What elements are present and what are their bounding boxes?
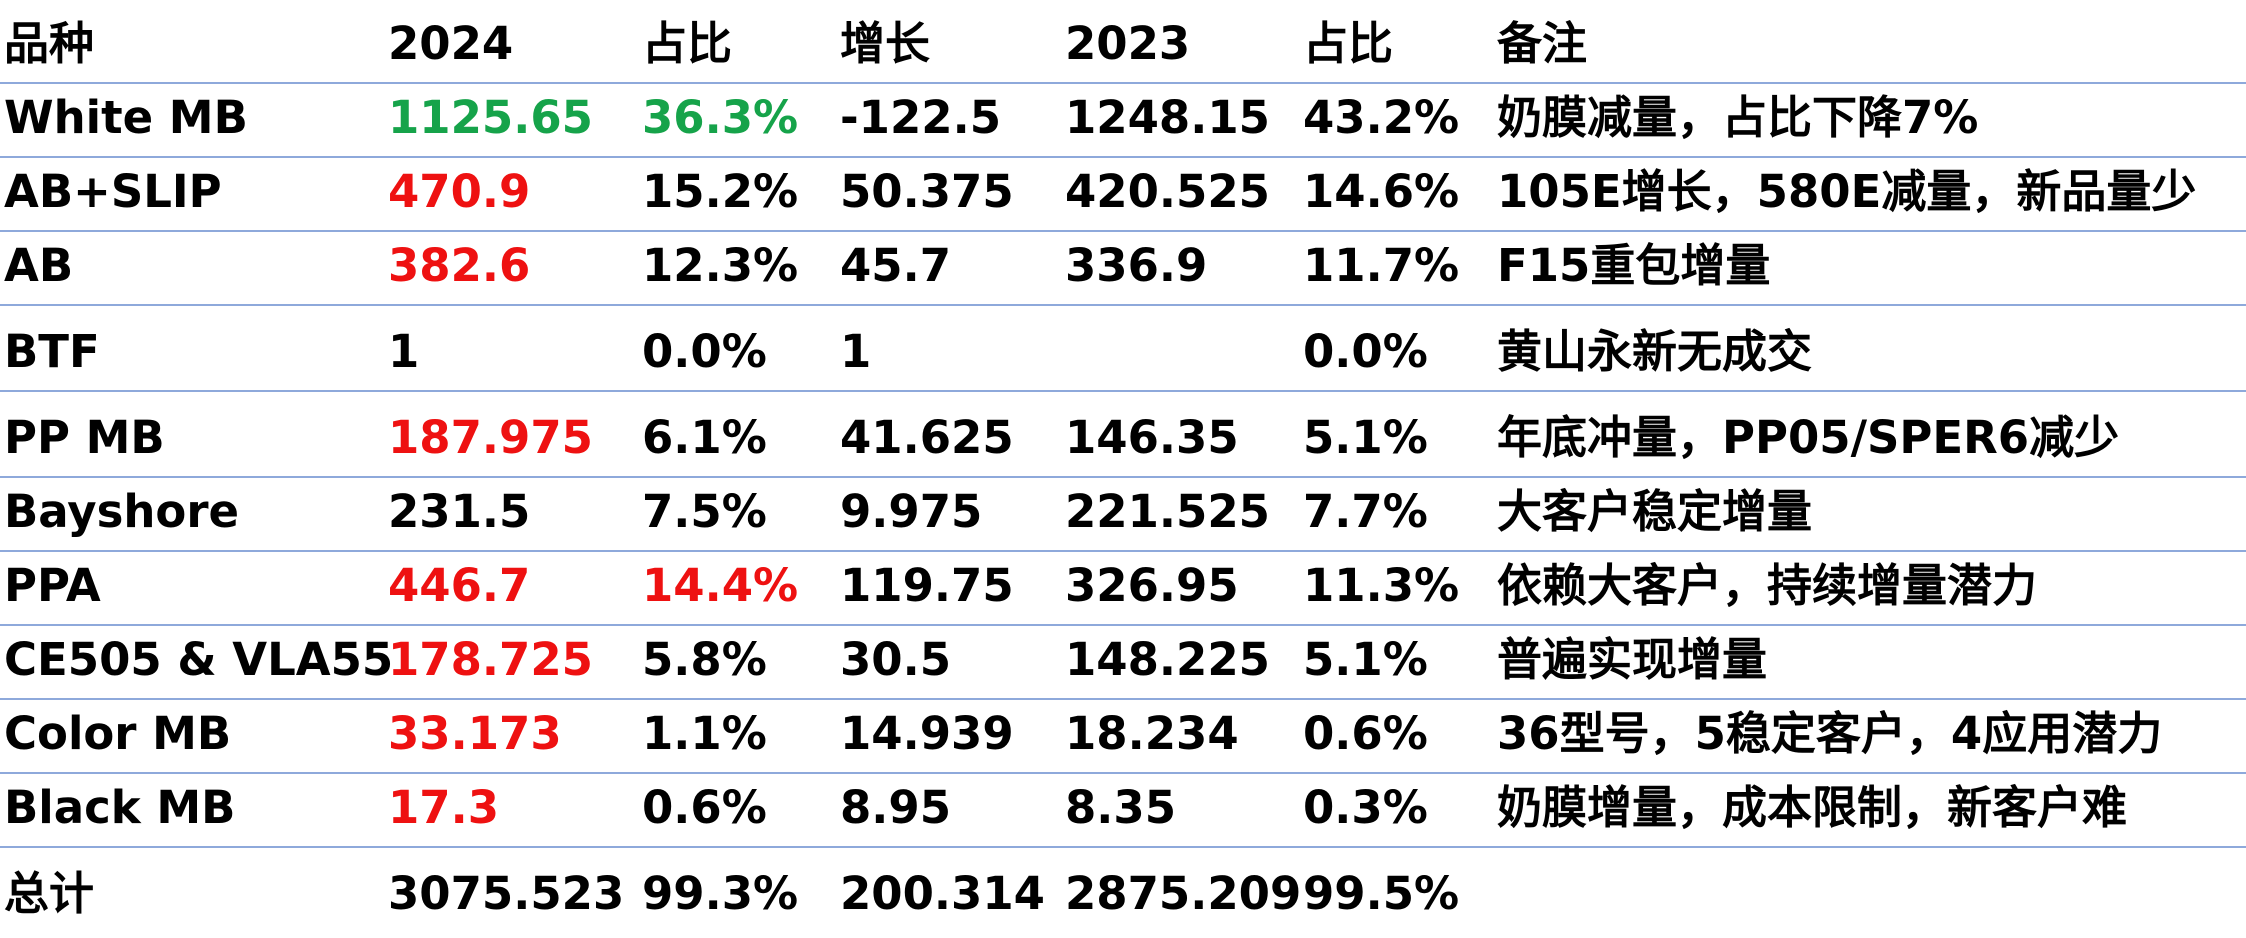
- cell-remarks: 奶膜增量，成本限制，新客户难: [1497, 781, 2128, 834]
- cell-value-2023: 18.234: [1065, 707, 1239, 760]
- cell-value-2024: 187.975: [388, 411, 593, 464]
- cell-share-2023: 0.0%: [1303, 325, 1428, 378]
- cell-remarks: 36型号，5稳定客户，4应用潜力: [1497, 707, 2163, 760]
- cell-remarks: 年底冲量，PP05/SPER6减少: [1497, 411, 2120, 464]
- cell-variety: Bayshore: [4, 485, 240, 538]
- table-row: BTF 1 0.0% 1 0.0% 黄山永新无成交: [0, 306, 2246, 392]
- cell-variety: Black MB: [4, 781, 236, 834]
- cell-share-2023: 14.6%: [1303, 165, 1460, 218]
- cell-value-2024: 33.173: [388, 707, 562, 760]
- cell-value-2023: 2875.209: [1065, 867, 1302, 920]
- table-row: White MB 1125.65 36.3% -122.5 1248.15 43.2% 奶膜…: [0, 84, 2246, 158]
- cell-value-2023: 146.35: [1065, 411, 1239, 464]
- cell-variety: CE505 & VLA55: [4, 633, 394, 686]
- cell-value-2023: 1248.15: [1065, 91, 1270, 144]
- header-remarks: 备注: [1497, 17, 1588, 70]
- cell-share-2023: 0.3%: [1303, 781, 1428, 834]
- cell-remarks: 依赖大客户，持续增量潜力: [1497, 559, 2038, 612]
- cell-remarks: 105E增长，580E减量，新品量少: [1497, 165, 2197, 218]
- cell-variety: PPA: [4, 559, 101, 612]
- cell-value-2023: 336.9: [1065, 239, 1208, 292]
- table-row: CE505 & VLA55 178.725 5.8% 30.5 148.225 5.1% 普…: [0, 626, 2246, 700]
- cell-growth: 30.5: [840, 633, 952, 686]
- cell-value-2024: 1: [388, 325, 420, 378]
- table-row: AB 382.6 12.3% 45.7 336.9 11.7% F15重包增量: [0, 232, 2246, 306]
- cell-variety: 总计: [4, 867, 95, 920]
- table-header-row: 品种 2024 占比 增长 2023 占比 备注: [0, 0, 2246, 84]
- cell-growth: 119.75: [840, 559, 1014, 612]
- cell-share-2023: 0.6%: [1303, 707, 1428, 760]
- cell-share-2024: 12.3%: [642, 239, 799, 292]
- cell-value-2024: 178.725: [388, 633, 593, 686]
- cell-value-2023: 148.225: [1065, 633, 1270, 686]
- cell-share-2024: 7.5%: [642, 485, 767, 538]
- cell-variety: BTF: [4, 325, 100, 378]
- cell-share-2023: 99.5%: [1303, 867, 1460, 920]
- cell-share-2023: 11.3%: [1303, 559, 1460, 612]
- cell-share-2024: 0.6%: [642, 781, 767, 834]
- cell-share-2023: 11.7%: [1303, 239, 1460, 292]
- cell-share-2024: 36.3%: [642, 91, 799, 144]
- table-row: AB+SLIP 470.9 15.2% 50.375 420.525 14.6% 105E增…: [0, 158, 2246, 232]
- cell-remarks: 奶膜减量，占比下降7%: [1497, 91, 1979, 144]
- cell-share-2024: 1.1%: [642, 707, 767, 760]
- header-share-2023: 占比: [1303, 17, 1394, 70]
- cell-value-2023: 326.95: [1065, 559, 1239, 612]
- cell-share-2023: 5.1%: [1303, 633, 1428, 686]
- cell-value-2024: 231.5: [388, 485, 531, 538]
- cell-share-2023: 43.2%: [1303, 91, 1460, 144]
- cell-remarks: 大客户稳定增量: [1497, 485, 1813, 538]
- cell-value-2024: 470.9: [388, 165, 531, 218]
- cell-growth: 45.7: [840, 239, 952, 292]
- header-share-2024: 占比: [642, 17, 733, 70]
- cell-variety: White MB: [4, 91, 248, 144]
- cell-share-2024: 99.3%: [642, 867, 799, 920]
- table-total-row: 总计 3075.523 99.3% 200.314 2875.209 99.5%: [0, 848, 2246, 932]
- header-variety: 品种: [4, 17, 95, 70]
- cell-growth: 41.625: [840, 411, 1014, 464]
- table-row: Bayshore 231.5 7.5% 9.975 221.525 7.7% 大客户稳定增量: [0, 478, 2246, 552]
- cell-growth: 14.939: [840, 707, 1014, 760]
- cell-remarks: F15重包增量: [1497, 239, 1771, 292]
- cell-share-2024: 6.1%: [642, 411, 767, 464]
- cell-value-2023: 221.525: [1065, 485, 1270, 538]
- cell-share-2023: 7.7%: [1303, 485, 1428, 538]
- cell-value-2024: 446.7: [388, 559, 531, 612]
- cell-share-2024: 14.4%: [642, 559, 799, 612]
- cell-variety: Color MB: [4, 707, 232, 760]
- cell-growth: 1: [840, 325, 872, 378]
- table-row: PPA 446.7 14.4% 119.75 326.95 11.3% 依赖大客户，持续增量…: [0, 552, 2246, 626]
- cell-share-2024: 5.8%: [642, 633, 767, 686]
- cell-remarks: 黄山永新无成交: [1497, 325, 1813, 378]
- cell-variety: AB: [4, 239, 74, 292]
- header-growth: 增长: [840, 17, 931, 70]
- cell-value-2023: 420.525: [1065, 165, 1270, 218]
- cell-growth: 8.95: [840, 781, 952, 834]
- cell-growth: 50.375: [840, 165, 1014, 218]
- cell-value-2024: 3075.523: [388, 867, 625, 920]
- header-2024: 2024: [388, 17, 514, 70]
- cell-remarks: 普遍实现增量: [1497, 633, 1768, 686]
- table-row: Black MB 17.3 0.6% 8.95 8.35 0.3% 奶膜增量，成本限制，新客…: [0, 774, 2246, 848]
- cell-growth: 200.314: [840, 867, 1045, 920]
- cell-share-2024: 0.0%: [642, 325, 767, 378]
- cell-growth: 9.975: [840, 485, 983, 538]
- cell-value-2024: 1125.65: [388, 91, 593, 144]
- table-row: Color MB 33.173 1.1% 14.939 18.234 0.6% 36型号，5…: [0, 700, 2246, 774]
- cell-value-2024: 17.3: [388, 781, 500, 834]
- cell-growth: -122.5: [840, 91, 1002, 144]
- cell-variety: AB+SLIP: [4, 165, 222, 218]
- cell-value-2024: 382.6: [388, 239, 531, 292]
- cell-value-2023: 8.35: [1065, 781, 1177, 834]
- cell-share-2023: 5.1%: [1303, 411, 1428, 464]
- header-2023: 2023: [1065, 17, 1191, 70]
- table-row: PP MB 187.975 6.1% 41.625 146.35 5.1% 年底冲量，PP0…: [0, 392, 2246, 478]
- cell-variety: PP MB: [4, 411, 165, 464]
- cell-share-2024: 15.2%: [642, 165, 799, 218]
